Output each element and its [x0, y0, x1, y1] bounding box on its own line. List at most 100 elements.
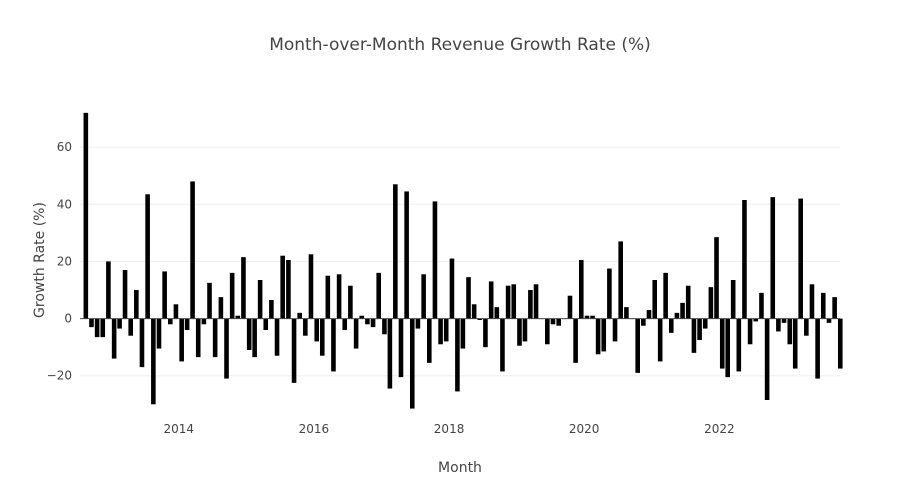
- bar: [128, 318, 133, 336]
- bar: [764, 318, 770, 400]
- bar: [303, 318, 308, 336]
- bar: [269, 300, 274, 319]
- bar: [235, 315, 241, 319]
- bar: [83, 112, 89, 319]
- grid-lines: [80, 146, 840, 377]
- bar: [415, 318, 421, 329]
- chart-title: Month-over-Month Revenue Growth Rate (%): [269, 35, 651, 55]
- bar: [382, 318, 387, 335]
- bar: [274, 318, 280, 356]
- bar: [212, 318, 218, 358]
- bar: [770, 197, 776, 319]
- bar: [325, 275, 331, 319]
- bar: [263, 318, 269, 330]
- bar: [145, 194, 150, 319]
- bar: [455, 318, 460, 392]
- bar: [567, 295, 573, 319]
- bar: [179, 318, 184, 362]
- bar: [94, 318, 100, 338]
- bar: [697, 318, 702, 340]
- bar: [224, 318, 229, 379]
- bar: [308, 254, 314, 319]
- bar: [151, 318, 156, 405]
- bar: [657, 318, 663, 362]
- bar: [505, 285, 511, 319]
- bar: [792, 318, 798, 369]
- bar: [286, 260, 291, 319]
- x-tick-label: 2018: [434, 422, 465, 436]
- bar: [111, 318, 117, 359]
- bar: [781, 318, 787, 323]
- bar: [353, 318, 359, 349]
- x-axis-title: Month: [438, 460, 482, 476]
- bar: [759, 292, 764, 319]
- bar: [438, 318, 443, 345]
- bar-series: [83, 112, 843, 409]
- bar: [314, 318, 320, 342]
- bar: [297, 312, 302, 319]
- bar: [471, 304, 477, 319]
- bar: [550, 318, 556, 325]
- x-tick-label: 2020: [569, 422, 600, 436]
- bar: [404, 191, 409, 319]
- bar: [584, 315, 590, 319]
- bar: [134, 290, 139, 319]
- y-tick-label: 40: [57, 197, 72, 211]
- bar: [370, 318, 376, 328]
- bar: [618, 241, 623, 319]
- bar: [753, 318, 759, 322]
- bar: [398, 318, 404, 378]
- bar: [556, 318, 561, 326]
- bar: [815, 318, 820, 379]
- bar: [578, 260, 584, 319]
- bar: [387, 318, 393, 389]
- bar: [421, 274, 426, 319]
- bar: [195, 318, 201, 358]
- bar: [624, 307, 629, 319]
- bar: [173, 304, 179, 319]
- y-tick-label: 0: [64, 312, 72, 326]
- y-tick-label: −20: [47, 369, 72, 383]
- bar: [787, 318, 793, 345]
- bar: [641, 318, 646, 326]
- bar: [336, 274, 342, 319]
- y-axis-ticks: −20 0 20 40 60: [47, 140, 72, 383]
- bar: [201, 318, 207, 325]
- bar: [725, 318, 730, 378]
- bar: [89, 318, 94, 328]
- bar: [241, 257, 246, 319]
- bar: [612, 318, 618, 342]
- bar: [246, 318, 252, 350]
- bar: [359, 315, 365, 319]
- bar: [348, 285, 353, 319]
- bar: [319, 318, 325, 356]
- bar: [663, 272, 668, 319]
- bar: [443, 318, 449, 342]
- bar: [708, 287, 714, 319]
- bar: [100, 318, 106, 338]
- bar: [832, 297, 837, 319]
- bar: [280, 255, 285, 319]
- bar: [483, 318, 488, 348]
- bar: [449, 258, 455, 319]
- bar: [511, 284, 517, 319]
- bar: [122, 270, 128, 319]
- bar: [517, 318, 522, 346]
- bar: [804, 318, 809, 336]
- bar: [837, 318, 843, 369]
- bar: [607, 268, 612, 319]
- bar: [365, 318, 370, 325]
- bar: [528, 290, 533, 319]
- bar: [218, 297, 224, 319]
- bar: [106, 261, 111, 319]
- bar: [668, 318, 674, 333]
- y-tick-label: 20: [57, 254, 72, 268]
- bar: [747, 318, 753, 345]
- bar: [494, 307, 500, 319]
- bar: [229, 272, 235, 319]
- bar: [522, 318, 528, 342]
- bar: [342, 318, 348, 330]
- bar: [691, 318, 697, 353]
- bar: [776, 318, 781, 332]
